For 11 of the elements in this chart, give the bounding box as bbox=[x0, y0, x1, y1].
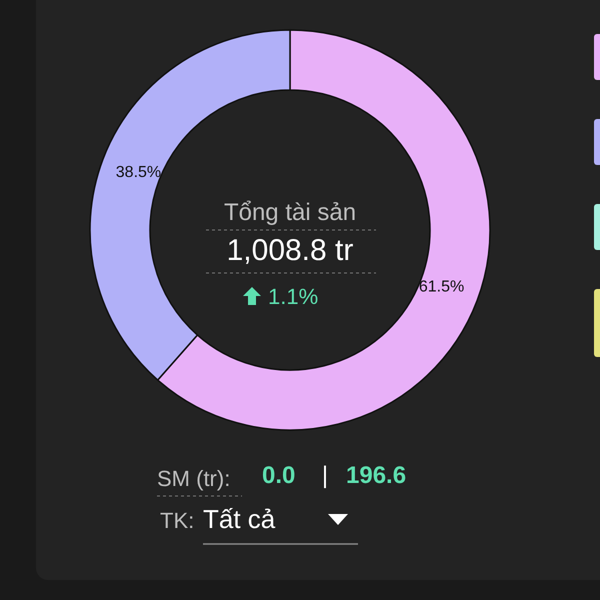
text: 1,008.8 tr bbox=[226, 234, 354, 267]
data-label: 38.5% bbox=[116, 164, 162, 181]
text: SM (tr): bbox=[157, 466, 230, 491]
text: 1.1% bbox=[268, 284, 318, 309]
text: Tổng tài sản bbox=[224, 199, 356, 226]
text: Tất cả bbox=[203, 504, 276, 534]
text: 196.6 bbox=[346, 462, 406, 489]
data-label: 61.5% bbox=[418, 278, 464, 296]
text: TK: bbox=[160, 508, 194, 533]
text: | bbox=[322, 462, 328, 489]
text: 0.0 bbox=[262, 462, 296, 489]
